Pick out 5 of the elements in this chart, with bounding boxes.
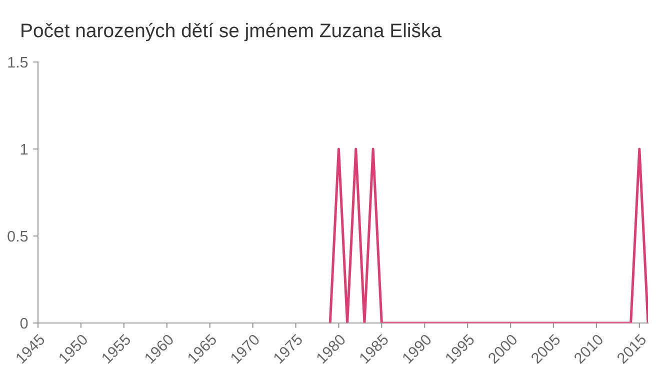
y-tick-label: 0 [20, 318, 28, 329]
y-tick-label: 0.5 [8, 230, 28, 242]
y-tick-label: 1 [20, 144, 28, 155]
chart-title: Počet narozených dětí se jménem Zuzana Eliška [22, 22, 442, 42]
y-tick-label: 1.5 [8, 57, 28, 68]
